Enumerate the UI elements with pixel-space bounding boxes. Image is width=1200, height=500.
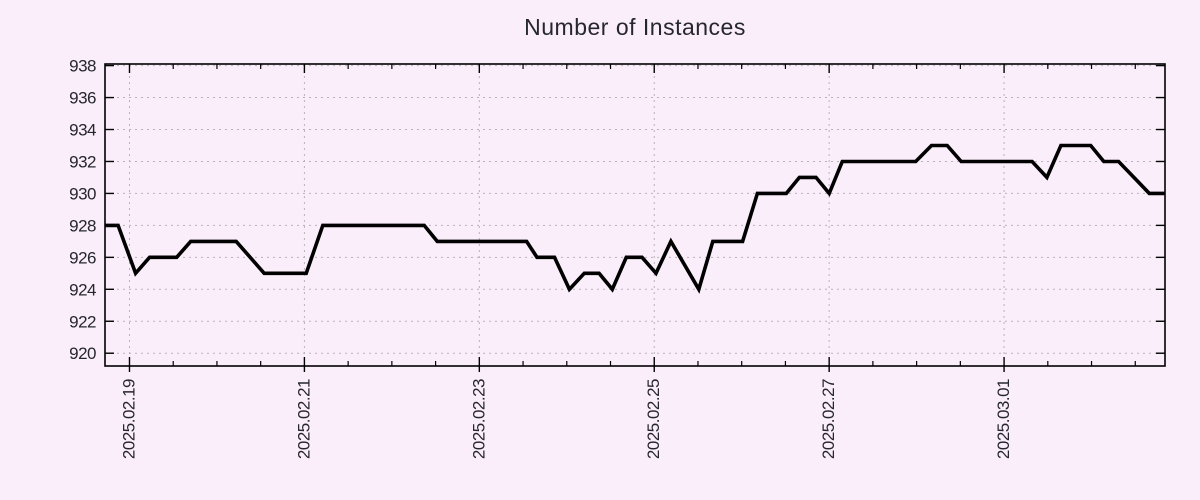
data-line: [105, 143, 1165, 294]
x-tick-label: 2025.03.01: [994, 379, 1013, 459]
y-tick-label: 926: [69, 248, 96, 267]
y-tick-label: 924: [69, 280, 96, 299]
x-tick-label: 2025.02.27: [819, 379, 838, 459]
y-tick-label: 922: [69, 312, 96, 331]
y-tick-label: 932: [69, 152, 96, 171]
x-tick-label: 2025.02.23: [469, 379, 488, 459]
y-tick-label: 930: [69, 184, 96, 203]
plot-border: [104, 63, 1166, 367]
x-tick-label: 2025.02.19: [119, 379, 138, 459]
y-tick-label: 920: [69, 344, 96, 363]
y-tick-label: 928: [69, 216, 96, 235]
y-tick-label: 936: [69, 89, 96, 108]
chart-title: Number of Instances: [524, 14, 746, 40]
x-tick-label: 2025.02.21: [294, 379, 313, 459]
x-tick-label: 2025.02.25: [644, 379, 663, 459]
y-tick-label: 934: [69, 121, 96, 140]
y-tick-label: 938: [69, 57, 96, 76]
